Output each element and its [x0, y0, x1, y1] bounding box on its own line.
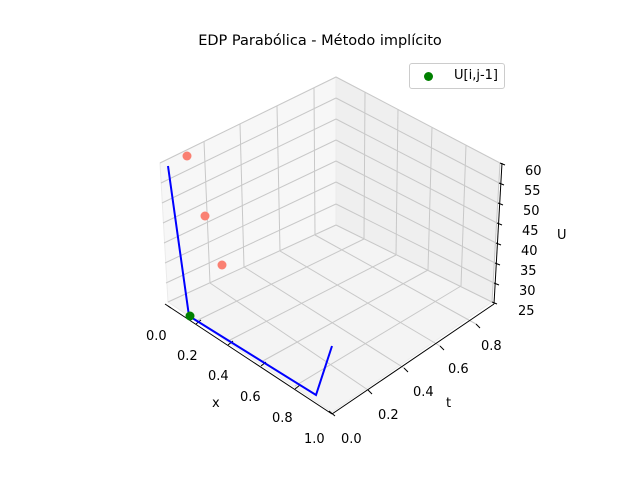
- x-tick-label: 0.6: [240, 390, 261, 405]
- u-tick-label: 30: [519, 284, 536, 299]
- t-axis-label: t: [446, 396, 452, 411]
- x-axis-label: x: [212, 396, 220, 411]
- u-axis-label: U: [557, 228, 567, 243]
- legend-marker-icon: [424, 72, 433, 81]
- plot-data: [167, 151, 333, 397]
- chart-title: EDP Parabólica - Método implícito: [198, 33, 442, 49]
- neighbor-point: [182, 151, 192, 161]
- x-tick-label: 0.4: [208, 369, 229, 384]
- u-tick-label: 25: [518, 304, 535, 319]
- u-tick-label: 60: [525, 164, 542, 179]
- u-tick-label: 40: [521, 244, 538, 259]
- u-tick-label: 45: [522, 224, 539, 239]
- boundary-line: [167, 165, 333, 397]
- x-tick-label: 1.0: [304, 432, 325, 447]
- u-tick-label: 55: [524, 184, 541, 199]
- u-tick-label: 35: [520, 264, 537, 279]
- legend-label: U[i,j-1]: [454, 68, 498, 83]
- x-tick-label: 0.8: [272, 411, 293, 426]
- neighbor-point: [200, 211, 210, 221]
- neighbor-point: [217, 260, 227, 270]
- x-tick-label: 0.2: [177, 349, 198, 364]
- t-tick-label: 0.8: [481, 339, 502, 354]
- gridlines: [159, 76, 501, 391]
- t-tick-label: 0.6: [448, 362, 469, 377]
- legend: U[i,j-1]: [409, 63, 505, 89]
- u-tick-label: 50: [523, 204, 540, 219]
- x-tick-label: 0.0: [146, 329, 167, 344]
- t-tick-label: 0.2: [378, 408, 399, 423]
- t-tick-label: 0.0: [341, 432, 362, 447]
- current-point: [185, 311, 195, 321]
- t-tick-label: 0.4: [413, 385, 434, 400]
